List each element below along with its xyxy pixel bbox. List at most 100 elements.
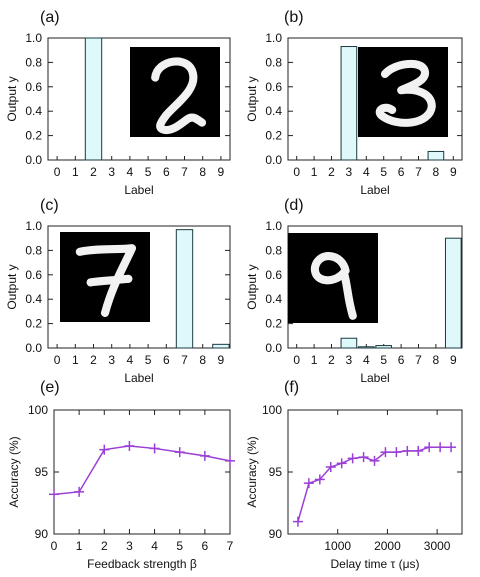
plot-frame bbox=[47, 225, 231, 349]
y-tick-label: 0.4 bbox=[265, 292, 282, 306]
y-axis-label: Output y bbox=[245, 76, 259, 121]
bar-label-3 bbox=[340, 337, 358, 349]
bar-label-5 bbox=[375, 345, 393, 349]
data-point bbox=[402, 445, 413, 456]
x-tick-label: 4 bbox=[127, 165, 134, 179]
panel-label: (c) bbox=[40, 197, 59, 214]
y-tick-label: 0.2 bbox=[265, 317, 282, 331]
x-tick-label: 7 bbox=[181, 353, 188, 367]
x-tick-label: 1 bbox=[311, 165, 318, 179]
y-axis-label: Accuracy (%) bbox=[245, 436, 259, 507]
x-tick-label: 4 bbox=[363, 165, 370, 179]
x-tick-label: 2 bbox=[90, 165, 97, 179]
y-tick-label: 95 bbox=[269, 465, 283, 479]
x-axis-label: Feedback strength β bbox=[87, 557, 197, 571]
y-axis-label: Output y bbox=[5, 76, 19, 121]
y-tick-label: 0.2 bbox=[265, 129, 282, 143]
data-point bbox=[314, 474, 325, 485]
x-tick-label: 9 bbox=[218, 353, 225, 367]
x-tick-label: 6 bbox=[398, 165, 405, 179]
panel-label: (a) bbox=[40, 9, 60, 26]
plot-frame bbox=[287, 37, 463, 161]
x-tick-label: 1 bbox=[72, 353, 79, 367]
x-tick-label: 7 bbox=[415, 353, 422, 367]
x-tick-label: 9 bbox=[450, 353, 457, 367]
x-tick-label: 8 bbox=[433, 165, 440, 179]
data-point bbox=[124, 440, 135, 451]
x-tick-label: 4 bbox=[363, 353, 370, 367]
data-point bbox=[369, 455, 380, 466]
digit-3-glyph bbox=[375, 59, 436, 127]
x-tick-label: 0 bbox=[293, 353, 300, 367]
x-tick-label: 5 bbox=[145, 353, 152, 367]
data-point bbox=[380, 447, 391, 458]
data-point bbox=[435, 442, 446, 453]
x-tick-label: 5 bbox=[176, 539, 183, 553]
panel-label: (d) bbox=[284, 197, 304, 214]
data-point bbox=[199, 450, 210, 461]
x-tick-label: 2 bbox=[101, 539, 108, 553]
x-tick-label: 6 bbox=[202, 539, 209, 553]
digit-image bbox=[288, 233, 378, 323]
bar-label-9 bbox=[212, 343, 230, 349]
data-point bbox=[413, 445, 424, 456]
panel-b: (b) Output y 0.0 0.2 0.4 0.6 0.8 1.0 0 1 2 3 4 5 6 7 8 9 L… bbox=[245, 9, 463, 197]
x-tick-label: 2 bbox=[328, 165, 335, 179]
y-tick-label: 0.6 bbox=[25, 80, 42, 94]
x-tick-label: 9 bbox=[450, 165, 457, 179]
y-tick-label: 1.0 bbox=[25, 31, 42, 45]
y-tick-label: 0.8 bbox=[265, 243, 282, 257]
y-tick-label: 1.0 bbox=[265, 219, 282, 233]
y-tick-label: 0.0 bbox=[25, 153, 42, 167]
y-tick-label: 0.0 bbox=[265, 341, 282, 355]
plot-frame bbox=[53, 409, 231, 535]
x-axis-label: Label bbox=[124, 183, 153, 197]
x-tick-label: 6 bbox=[163, 165, 170, 179]
digit-image bbox=[60, 232, 150, 322]
x-tick-label: 4 bbox=[127, 353, 134, 367]
panel-f: (f) Accuracy (%) 90 95 100 1000 2000 3000 Delay … bbox=[245, 379, 463, 571]
panel-a: (a) Output y 0.0 0.2 0.4 0.6 0.8 1.0 0 1 2 3 4 5 6 7 8 9 L… bbox=[5, 9, 231, 197]
y-tick-label: 0.4 bbox=[25, 104, 42, 118]
plot-frame bbox=[47, 37, 231, 161]
y-tick-label: 0.6 bbox=[265, 268, 282, 282]
y-axis-label: Accuracy (%) bbox=[7, 436, 21, 507]
x-tick-label: 3 bbox=[108, 353, 115, 367]
y-tick-label: 100 bbox=[28, 403, 48, 417]
x-tick-label: 1000 bbox=[324, 539, 351, 553]
x-tick-label: 5 bbox=[380, 353, 387, 367]
data-point bbox=[303, 478, 314, 489]
data-point bbox=[49, 489, 59, 500]
plot-frame bbox=[287, 409, 463, 535]
data-point bbox=[336, 458, 347, 469]
x-axis-label: Label bbox=[360, 371, 389, 385]
y-tick-label: 0.8 bbox=[25, 55, 42, 69]
x-tick-label: 0 bbox=[293, 165, 300, 179]
y-tick-label: 1.0 bbox=[265, 31, 282, 45]
panel-label: (b) bbox=[284, 9, 304, 26]
y-tick-label: 0.0 bbox=[265, 153, 282, 167]
y-axis-label: Output y bbox=[245, 264, 259, 309]
x-tick-label: 3 bbox=[126, 539, 133, 553]
panel-d: (d) Output y 0.0 0.2 0.4 0.6 0.8 1.0 0 1 2 3 4 5 6 7 8 9 L… bbox=[245, 197, 463, 385]
y-tick-label: 0.4 bbox=[265, 104, 282, 118]
y-tick-label: 0.6 bbox=[265, 80, 282, 94]
x-tick-label: 0 bbox=[54, 353, 61, 367]
y-axis-label: Output y bbox=[5, 264, 19, 309]
digit-image bbox=[358, 47, 448, 137]
x-tick-label: 5 bbox=[145, 165, 152, 179]
digit-2-glyph bbox=[151, 57, 207, 135]
x-axis-label: Label bbox=[360, 183, 389, 197]
x-tick-label: 3 bbox=[346, 165, 353, 179]
x-tick-label: 1 bbox=[72, 165, 79, 179]
x-tick-label: 5 bbox=[380, 165, 387, 179]
y-tick-label: 95 bbox=[35, 465, 49, 479]
y-tick-label: 90 bbox=[269, 527, 283, 541]
bar-label-3 bbox=[340, 46, 358, 161]
x-tick-label: 6 bbox=[398, 353, 405, 367]
digit-image bbox=[130, 47, 220, 137]
panel-c: (c) Output y 0.0 0.2 0.4 0.6 0.8 1.0 0 1 2 3 4 5 6 7 8 9 L… bbox=[5, 197, 231, 385]
x-tick-label: 0 bbox=[54, 165, 61, 179]
bar-label-9 bbox=[444, 237, 462, 349]
